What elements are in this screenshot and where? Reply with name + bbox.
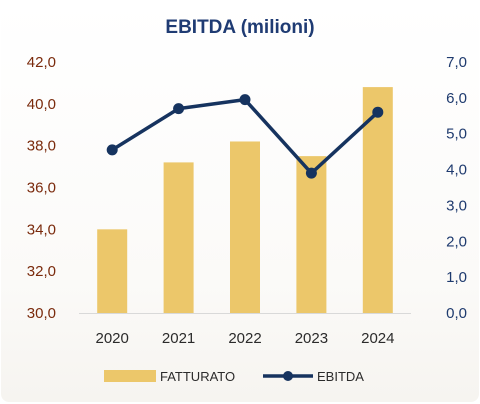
right-tick-label: 4,0 [446,162,467,179]
left-tick-label: 30,0 [27,305,56,322]
right-tick-label: 0,0 [446,305,467,322]
legend-ebitda-marker [283,371,293,381]
x-tick-label: 2022 [228,330,261,347]
ebitda-point-2022 [239,94,251,106]
x-tick-label: 2024 [361,330,394,347]
x-tick-label: 2020 [96,330,129,347]
right-tick-label: 5,0 [446,126,467,143]
legend-ebitda-label: EBITDA [317,369,364,384]
right-tick-label: 1,0 [446,269,467,286]
bar-2024 [362,87,393,313]
left-tick-label: 40,0 [27,96,56,113]
x-axis-ticks: 2020 2021 2022 2023 2024 [96,330,395,347]
ebitda-point-2024 [372,106,384,118]
left-tick-label: 38,0 [27,138,56,155]
left-tick-label: 42,0 [27,54,56,71]
right-tick-label: 2,0 [446,233,467,250]
right-tick-label: 7,0 [446,54,467,71]
legend: FATTURATO EBITDA [104,369,364,384]
bar-2023 [296,156,327,313]
ebitda-point-2021 [173,103,185,115]
legend-fatturato-swatch [104,370,156,382]
left-tick-label: 32,0 [27,263,56,280]
x-tick-label: 2023 [295,330,328,347]
ebitda-line-group [106,94,384,179]
left-tick-label: 34,0 [27,221,56,238]
ebitda-point-2023 [305,167,317,179]
chart-title: EBITDA (milioni) [165,17,314,38]
bar-2020 [97,229,128,313]
right-axis-ticks: 0,0 1,0 2,0 3,0 4,0 5,0 6,0 7,0 [446,54,467,322]
left-tick-label: 36,0 [27,180,56,197]
ebitda-point-2020 [106,144,118,156]
bars-group [97,87,393,313]
bar-2021 [163,162,194,313]
right-tick-label: 3,0 [446,197,467,214]
x-tick-label: 2021 [162,330,195,347]
bar-2022 [230,141,260,313]
legend-fatturato-label: FATTURATO [160,369,235,384]
left-axis-ticks: 30,0 32,0 34,0 36,0 38,0 40,0 42,0 [27,54,56,322]
right-tick-label: 6,0 [446,90,467,107]
